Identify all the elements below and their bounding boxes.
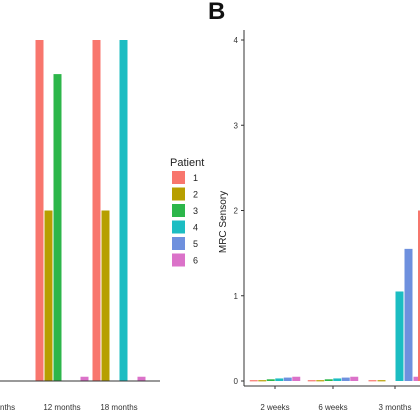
panel-b-y-tick-label: 4 xyxy=(234,36,239,45)
legend-label-4: 4 xyxy=(193,223,198,233)
panel-b-bar-5-1 xyxy=(341,377,350,381)
panel-b: B MRC Sensory 0 1 2 3 4 2 weeks 6 weeks 3 mont… xyxy=(208,0,420,412)
panel-b-bar-2-1 xyxy=(316,380,325,382)
panel-b-bar-5-0 xyxy=(283,377,292,381)
panel-b-y-tick-label: 1 xyxy=(234,292,239,301)
panel-a-x-tick-label: 12 months xyxy=(43,403,80,412)
legend-items: 1 2 3 4 5 6 xyxy=(172,171,198,267)
panel-a-bar-6-2 xyxy=(137,376,146,381)
panel-b-y-tick-label: 0 xyxy=(234,377,239,386)
panel-a-x-ticks: months 12 months 18 months xyxy=(0,403,138,412)
panel-b-y-ticks: 0 1 2 3 4 xyxy=(234,36,244,386)
panel-b-bar-1-1 xyxy=(307,380,316,382)
panel-b-bars xyxy=(249,210,420,382)
panel-a-x-tick-label: months xyxy=(0,403,15,412)
legend-swatch-3 xyxy=(172,204,185,217)
panel-b-bar-6-0 xyxy=(292,376,301,381)
panel-b-y-axis-title: MRC Sensory xyxy=(218,191,229,253)
panel-a: months 12 months 18 months xyxy=(0,40,160,412)
legend-swatch-6 xyxy=(172,253,185,267)
panel-b-x-tick-label: 2 weeks xyxy=(260,403,289,412)
panel-b-bar-2-2 xyxy=(377,380,386,382)
panel-b-y-tick-label: 3 xyxy=(234,121,239,130)
panel-a-x-tick-label: 18 months xyxy=(100,403,137,412)
panel-a-bar-2-2 xyxy=(101,210,110,381)
panel-b-x-tick-label: 3 months xyxy=(379,403,412,412)
panel-a-bar-2-1 xyxy=(44,210,53,381)
legend-label-5: 5 xyxy=(193,239,198,249)
panel-b-bar-3-1 xyxy=(324,379,333,381)
legend-swatch-1 xyxy=(172,171,185,184)
panel-b-bar-6-1 xyxy=(350,376,359,381)
panel-a-bar-4-2 xyxy=(119,40,128,381)
legend-label-3: 3 xyxy=(193,206,198,216)
legend-label-6: 6 xyxy=(193,256,198,266)
panel-b-bar-3-0 xyxy=(266,379,275,381)
legend-swatch-5 xyxy=(172,237,185,250)
panel-b-bar-6-2 xyxy=(413,376,420,381)
panel-b-bar-5-2 xyxy=(404,248,413,381)
panel-b-bar-1-0 xyxy=(249,380,258,382)
panel-a-bar-6-1 xyxy=(80,376,89,381)
panel-b-bar-4-2 xyxy=(395,291,404,381)
panel-b-label: B xyxy=(208,0,225,25)
panel-b-x-ticks: 2 weeks 6 weeks 3 months xyxy=(260,386,411,412)
panel-a-bars xyxy=(35,40,146,381)
legend-swatch-4 xyxy=(172,220,185,234)
panel-b-bar-partial xyxy=(418,210,420,381)
panel-b-x-tick-label: 6 weeks xyxy=(318,403,347,412)
legend-swatch-2 xyxy=(172,187,185,201)
legend-label-2: 2 xyxy=(193,190,198,200)
panel-a-bar-1-1 xyxy=(35,40,44,381)
panel-b-y-tick-label: 2 xyxy=(234,207,239,216)
legend-title: Patient xyxy=(170,157,204,169)
panel-b-bar-4-1 xyxy=(333,378,342,381)
panel-b-bar-4-0 xyxy=(275,378,284,381)
panel-b-bar-1-2 xyxy=(368,380,377,382)
panel-a-bar-1-2 xyxy=(92,40,101,381)
panel-a-bar-3-1 xyxy=(53,74,62,381)
legend-label-1: 1 xyxy=(193,173,198,183)
panel-b-bar-2-0 xyxy=(258,380,267,382)
legend: Patient 1 2 3 4 5 6 xyxy=(170,157,204,267)
